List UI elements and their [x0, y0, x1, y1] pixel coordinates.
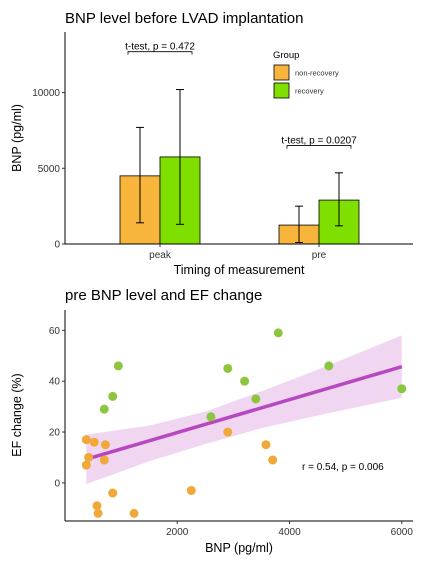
point-recovery-5 [240, 376, 250, 386]
point-recovery-4 [223, 363, 233, 373]
bar-x-axis-title: Timing of measurement [174, 263, 305, 277]
bar-chart-title: BNP level before LVAD implantation [65, 10, 303, 27]
error-bar-peak-recovery [176, 89, 184, 225]
x-tick-label-pre: pre [312, 250, 327, 261]
y-tick-label-10000: 10000 [32, 88, 60, 99]
scatter-x-tick-label-6000: 6000 [391, 527, 414, 538]
point-non-recovery-11 [223, 427, 233, 437]
point-recovery-9 [397, 384, 407, 394]
bar-y-axis-title: BNP (pg/ml) [10, 104, 24, 172]
point-non-recovery-1 [84, 452, 94, 462]
scatter-y-axis-title: EF change (%) [10, 373, 24, 456]
regression-line [85, 365, 403, 461]
error-bar-pre-recovery [335, 172, 343, 227]
point-recovery-3 [206, 412, 216, 422]
point-non-recovery-6 [100, 440, 110, 450]
confidence-band [86, 335, 402, 485]
error-bar-pre-non-recovery [295, 205, 303, 243]
scatter-x-axis-title: BNP (pg/ml) [205, 541, 273, 555]
point-non-recovery-2 [81, 460, 91, 470]
point-recovery-6 [251, 394, 261, 404]
point-recovery-1 [108, 391, 118, 401]
scatter-x-tick-label-4000: 4000 [278, 527, 301, 538]
scatter-chart-title: pre BNP level and EF change [65, 287, 262, 304]
point-non-recovery-10 [186, 485, 196, 495]
significance-label-pre: t-test, p = 0.0207 [281, 136, 357, 147]
point-non-recovery-0 [81, 435, 91, 445]
point-non-recovery-12 [261, 440, 271, 450]
correlation-annotation: r = 0.54, p = 0.006 [302, 462, 384, 473]
point-recovery-2 [113, 361, 123, 371]
significance-label-peak: t-test, p = 0.472 [125, 42, 195, 53]
point-recovery-0 [99, 404, 109, 414]
y-tick-label-5000: 5000 [38, 164, 61, 175]
point-recovery-7 [273, 328, 283, 338]
point-non-recovery-8 [108, 488, 118, 498]
bar-legend: Group non-recovery recovery [273, 50, 339, 99]
error-bar-peak-non-recovery [136, 126, 144, 224]
legend-title: Group [273, 50, 299, 61]
bar-chart-panel: BNP level before LVAD implantation t-tes… [10, 10, 413, 277]
point-non-recovery-5 [93, 508, 103, 518]
scatter-chart-panel: pre BNP level and EF change r = 0.54, p … [10, 287, 413, 555]
x-tick-label-peak: peak [149, 250, 172, 261]
legend-key-recovery [273, 82, 290, 99]
significance-bracket-peak: t-test, p = 0.472 [125, 42, 195, 55]
scatter-y-tick-label-20: 20 [49, 428, 61, 439]
legend-key-non-recovery [273, 64, 290, 81]
point-non-recovery-3 [89, 437, 99, 447]
scatter-x-tick-label-2000: 2000 [166, 527, 189, 538]
point-non-recovery-4 [92, 501, 102, 511]
significance-bracket-pre: t-test, p = 0.0207 [281, 136, 357, 149]
point-non-recovery-7 [99, 455, 109, 465]
point-non-recovery-9 [129, 508, 139, 518]
point-non-recovery-13 [268, 455, 278, 465]
legend-label-recovery: recovery [295, 87, 324, 96]
scatter-y-tick-label-40: 40 [49, 377, 61, 388]
legend-label-non-recovery: non-recovery [295, 69, 339, 78]
point-recovery-8 [324, 361, 334, 371]
y-tick-label-0: 0 [54, 240, 60, 251]
scatter-y-tick-label-60: 60 [49, 326, 61, 337]
scatter-y-tick-label-0: 0 [54, 478, 60, 489]
